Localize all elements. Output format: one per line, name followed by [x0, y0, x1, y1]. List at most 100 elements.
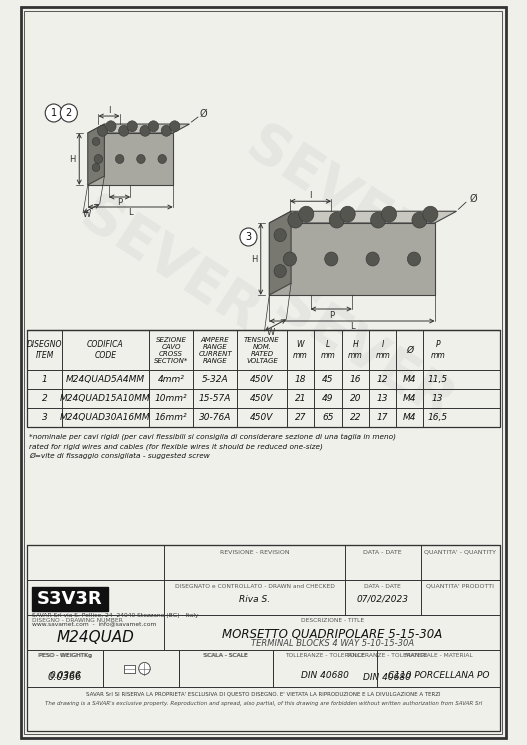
Text: H: H	[70, 154, 76, 163]
Text: 2: 2	[66, 108, 72, 118]
Text: 2: 2	[42, 394, 47, 403]
Text: W: W	[267, 328, 275, 337]
Text: 65: 65	[322, 413, 334, 422]
Text: Riva S.: Riva S.	[239, 595, 270, 604]
Text: I
mm: I mm	[375, 340, 390, 360]
Text: H
mm: H mm	[348, 340, 363, 360]
Text: 12: 12	[377, 375, 388, 384]
Circle shape	[299, 206, 314, 222]
Text: 10mm²: 10mm²	[155, 394, 188, 403]
Text: L
mm: L mm	[320, 340, 335, 360]
Text: 30-76A: 30-76A	[199, 413, 231, 422]
Text: MATERIALE - MATERIAL: MATERIALE - MATERIAL	[405, 653, 472, 658]
Circle shape	[119, 125, 129, 136]
Text: 11,5: 11,5	[428, 375, 448, 384]
Text: DISEGNO
ITEM: DISEGNO ITEM	[27, 340, 62, 360]
Text: P
mm: P mm	[431, 340, 445, 360]
Text: SEVER: SEVER	[265, 277, 463, 433]
Polygon shape	[269, 212, 291, 295]
Text: SEVER: SEVER	[71, 188, 269, 343]
Text: DISEGNATO e CONTROLLATO - DRAWN and CHECKED: DISEGNATO e CONTROLLATO - DRAWN and CHEC…	[174, 584, 335, 589]
Text: Ø: Ø	[200, 109, 208, 119]
Text: REVISIONE - REVISION: REVISIONE - REVISION	[220, 550, 289, 555]
Text: I: I	[309, 191, 312, 200]
Text: SCALA - SCALE: SCALA - SCALE	[204, 653, 248, 658]
Circle shape	[139, 662, 150, 674]
Bar	[27, 330, 500, 427]
Text: 45: 45	[322, 375, 334, 384]
Text: M24QUAD5A4MM: M24QUAD5A4MM	[66, 375, 145, 384]
Text: Ø: Ø	[406, 346, 413, 355]
Text: SAVAR Srl via S. Pellico, 24  24040 Stezzano (BG) - Italy: SAVAR Srl via S. Pellico, 24 24040 Stezz…	[32, 613, 199, 618]
Circle shape	[148, 121, 159, 132]
Bar	[32, 587, 108, 611]
Circle shape	[370, 212, 386, 228]
Circle shape	[92, 163, 100, 171]
Circle shape	[115, 154, 124, 163]
Text: 15-57A: 15-57A	[199, 394, 231, 403]
Text: 3: 3	[42, 413, 47, 422]
Text: QUANTITA' PRODOTTI: QUANTITA' PRODOTTI	[426, 584, 494, 589]
Text: Ø=vite di fissaggio consigliata - suggested screw: Ø=vite di fissaggio consigliata - sugges…	[29, 453, 210, 459]
Text: M24QUAD15A10MM: M24QUAD15A10MM	[60, 394, 151, 403]
Text: M4: M4	[403, 413, 416, 422]
Circle shape	[158, 154, 167, 163]
Text: 18: 18	[295, 375, 306, 384]
Text: PESO - WEIGHTKg: PESO - WEIGHTKg	[38, 653, 92, 658]
Text: 0.0366: 0.0366	[49, 671, 81, 680]
Circle shape	[325, 252, 338, 266]
Text: W: W	[83, 210, 91, 219]
Circle shape	[288, 212, 303, 228]
Circle shape	[329, 212, 344, 228]
Text: DISEGNO - DRAWING NUMBER: DISEGNO - DRAWING NUMBER	[32, 618, 123, 623]
Text: The drawing is a SAVAR's exclusive property. Reproduction and spread, also parti: The drawing is a SAVAR's exclusive prope…	[45, 701, 482, 706]
Text: DIN 40680: DIN 40680	[301, 671, 349, 680]
Text: QUANTITA' - QUANTITY: QUANTITA' - QUANTITY	[424, 550, 496, 555]
Text: 16mm²: 16mm²	[155, 413, 188, 422]
Text: 16,5: 16,5	[428, 413, 448, 422]
Text: P: P	[329, 311, 334, 320]
Circle shape	[140, 125, 150, 136]
Polygon shape	[88, 124, 190, 133]
Bar	[27, 545, 500, 731]
Text: 1: 1	[42, 375, 47, 384]
Text: 21: 21	[295, 394, 306, 403]
Text: 0.0366: 0.0366	[48, 672, 82, 682]
Polygon shape	[269, 223, 435, 295]
Circle shape	[382, 206, 397, 222]
Text: 22: 22	[349, 413, 361, 422]
Circle shape	[284, 252, 297, 266]
Polygon shape	[88, 124, 104, 185]
Text: L: L	[349, 322, 354, 331]
Text: 13: 13	[432, 394, 444, 403]
Text: Ø: Ø	[470, 194, 477, 204]
Text: P: P	[117, 197, 122, 206]
Polygon shape	[88, 133, 173, 185]
Text: SEZIONE
CAVO
CROSS
SECTION*: SEZIONE CAVO CROSS SECTION*	[154, 337, 188, 364]
Circle shape	[274, 229, 286, 241]
Text: S3V3R: S3V3R	[37, 590, 103, 608]
Circle shape	[45, 104, 62, 122]
Text: 07/02/2023: 07/02/2023	[357, 595, 409, 604]
Text: rated for rigid wires and cables (for flexible wires it should be reduced one-si: rated for rigid wires and cables (for fl…	[29, 443, 323, 450]
Text: PESO - WEIGHTKg: PESO - WEIGHTKg	[38, 653, 92, 658]
Bar	[124, 665, 135, 673]
Text: TOLLERANZE - TOLERANCE: TOLLERANZE - TOLERANCE	[346, 653, 427, 658]
Text: M4: M4	[403, 375, 416, 384]
Text: DESCRIZIONE - TITLE: DESCRIZIONE - TITLE	[300, 618, 364, 623]
Text: 450V: 450V	[250, 394, 274, 403]
Circle shape	[274, 264, 286, 278]
Circle shape	[92, 138, 100, 145]
Text: SEVER: SEVER	[236, 118, 435, 273]
Circle shape	[127, 121, 138, 132]
Text: 5-32A: 5-32A	[202, 375, 228, 384]
Text: SCALA - SCALE: SCALA - SCALE	[203, 653, 248, 658]
Text: 17: 17	[377, 413, 388, 422]
Polygon shape	[269, 212, 456, 223]
Circle shape	[366, 252, 379, 266]
Text: I: I	[108, 106, 110, 115]
Text: 450V: 450V	[250, 375, 274, 384]
Text: 450V: 450V	[250, 413, 274, 422]
Text: C110 PORCELLANA PO: C110 PORCELLANA PO	[388, 671, 489, 680]
Text: TENSIONE
NOM.
RATED
VOLTAGE: TENSIONE NOM. RATED VOLTAGE	[244, 337, 280, 364]
